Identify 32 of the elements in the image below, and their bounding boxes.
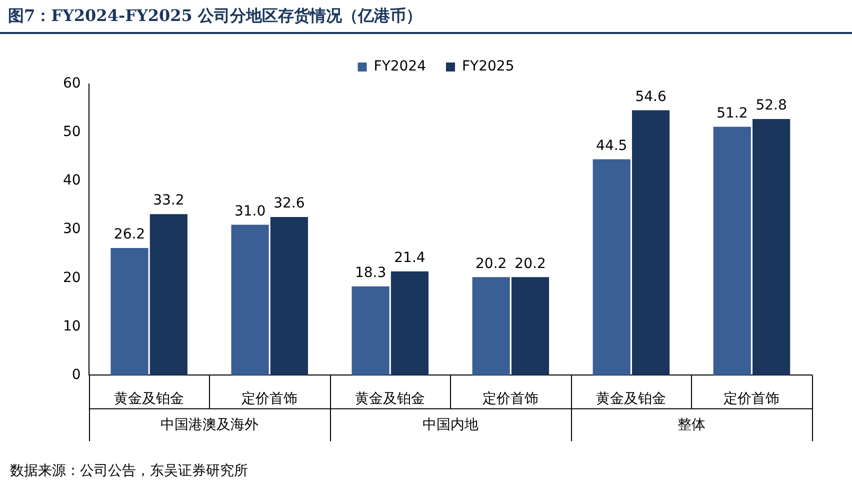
- y-tick-label: 0: [72, 366, 81, 383]
- data-label: 26.2: [114, 226, 146, 243]
- legend-label: FY2024: [374, 58, 426, 75]
- text: 整体: [677, 416, 706, 433]
- source-note: 数据来源：公司公告，东吴证券研究所: [10, 462, 248, 480]
- y-tick-label: 10: [62, 318, 81, 334]
- y-tick-label: 30: [62, 221, 81, 238]
- data-label: 18.3: [354, 265, 386, 282]
- data-label: 31.0: [234, 203, 266, 220]
- chart-title: 图7：FY2024-FY2025 公司分地区存货情况（亿港币）: [8, 6, 422, 27]
- text: 中国港澳及海外: [160, 416, 258, 433]
- x-tick-label: 黄金及铂金: [355, 391, 426, 408]
- data-label: 44.5: [596, 138, 628, 154]
- data-label: 32.6: [274, 196, 305, 212]
- data-label: 20.2: [476, 256, 507, 272]
- legend-label: FY2025: [462, 58, 514, 75]
- y-tick-label: 60: [62, 76, 81, 92]
- x-tick-label: 定价首饰: [724, 391, 780, 408]
- y-tick-label: 50: [62, 124, 81, 140]
- data-label: 21.4: [394, 250, 426, 266]
- data-label: 54.6: [635, 88, 666, 105]
- y-tick-label: 20: [62, 270, 81, 286]
- x-tick-label: 黄金及铂金: [596, 391, 666, 408]
- data-label: 51.2: [716, 105, 748, 122]
- x-tick-label: 定价首饰: [242, 391, 298, 408]
- data-label: 20.2: [514, 256, 546, 272]
- data-label: 52.8: [756, 98, 787, 114]
- x-tick-label: 定价首饰: [482, 391, 539, 408]
- x-tick-label: 黄金及铂金: [114, 391, 184, 408]
- data-label: 33.2: [153, 192, 184, 209]
- text: 中国内地: [422, 416, 478, 433]
- y-tick-label: 40: [62, 172, 81, 189]
